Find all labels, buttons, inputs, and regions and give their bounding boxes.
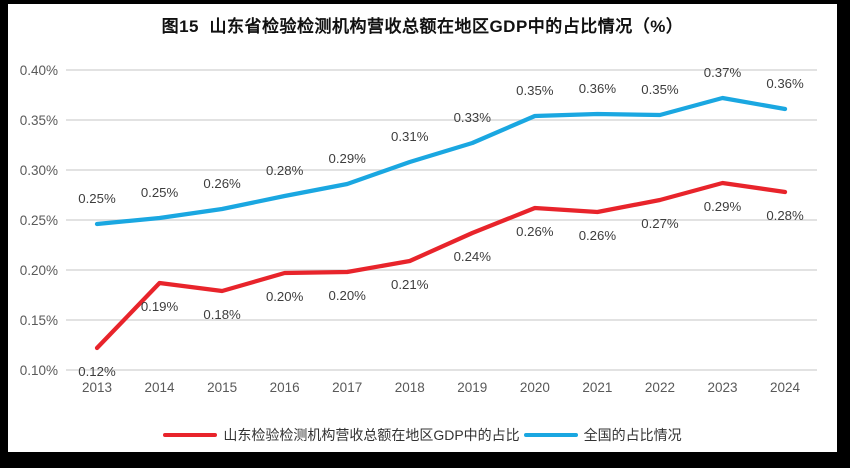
data-label: 0.29% — [704, 199, 742, 214]
data-label: 0.27% — [641, 216, 679, 231]
x-axis-label: 2015 — [207, 380, 237, 395]
data-label: 0.12% — [78, 364, 116, 379]
x-axis-label: 2021 — [582, 380, 612, 395]
data-label: 0.19% — [141, 299, 179, 314]
data-label: 0.21% — [391, 277, 429, 292]
data-label: 0.31% — [391, 129, 429, 144]
x-axis-label: 2022 — [645, 380, 675, 395]
legend-swatch-blue-line — [523, 433, 578, 437]
x-axis-label: 2017 — [332, 380, 362, 395]
x-axis-label: 2024 — [770, 380, 801, 395]
chart-canvas: 0.10% 0.15% 0.20% 0.25% 0.30% 0.35% 0.40% 2013 2… — [20, 63, 817, 395]
data-label: 0.36% — [579, 81, 617, 96]
x-axis-label: 2014 — [145, 380, 176, 395]
x-axis-label: 2018 — [395, 380, 425, 395]
data-label: 0.28% — [266, 163, 304, 178]
x-axis-label: 2016 — [270, 380, 300, 395]
legend-item-shandong: 山东检验检测机构营收总额在地区GDP中的占比 — [163, 425, 520, 445]
data-label: 0.25% — [141, 185, 179, 200]
y-axis-label: 0.30% — [20, 163, 58, 178]
data-label: 0.35% — [641, 82, 679, 97]
legend-item-national: 全国的占比情况 — [523, 425, 682, 445]
data-label: 0.33% — [454, 110, 492, 125]
y-axis-label: 0.40% — [20, 63, 58, 78]
x-axis-label: 2023 — [707, 380, 737, 395]
chart-legend: 山东检验检测机构营收总额在地区GDP中的占比 全国的占比情况 — [8, 425, 837, 445]
data-label: 0.26% — [203, 176, 241, 191]
x-axis-label: 2019 — [457, 380, 487, 395]
data-label: 0.20% — [266, 289, 304, 304]
data-label: 0.18% — [203, 307, 241, 322]
series-line-1 — [94, 95, 788, 227]
y-axis-label: 0.20% — [20, 263, 58, 278]
legend-label-national: 全国的占比情况 — [583, 427, 682, 443]
series-line-0 — [94, 180, 788, 351]
chart-area: 图15 山东省检验检测机构营收总额在地区GDP中的占比情况（%） 0.10% 0.… — [8, 4, 837, 452]
data-label: 0.26% — [579, 228, 617, 243]
data-label: 0.35% — [516, 83, 554, 98]
data-label: 0.26% — [516, 224, 554, 239]
data-label: 0.37% — [704, 65, 742, 80]
data-label: 0.29% — [328, 151, 366, 166]
x-axis-label: 2013 — [82, 380, 112, 395]
data-label: 0.25% — [78, 191, 116, 206]
y-axis-label: 0.10% — [20, 363, 58, 378]
y-axis-label: 0.15% — [20, 313, 58, 328]
x-axis-label: 2020 — [520, 380, 550, 395]
legend-label-shandong: 山东检验检测机构营收总额在地区GDP中的占比 — [223, 427, 520, 443]
legend-swatch-red-line — [163, 433, 218, 437]
chart-title: 图15 山东省检验检测机构营收总额在地区GDP中的占比情况（%） — [161, 17, 684, 36]
data-label: 0.24% — [454, 249, 492, 264]
data-label: 0.20% — [328, 288, 366, 303]
data-label: 0.28% — [766, 208, 804, 223]
data-label: 0.36% — [766, 76, 804, 91]
y-axis-label: 0.35% — [20, 113, 58, 128]
y-axis-label: 0.25% — [20, 213, 58, 228]
